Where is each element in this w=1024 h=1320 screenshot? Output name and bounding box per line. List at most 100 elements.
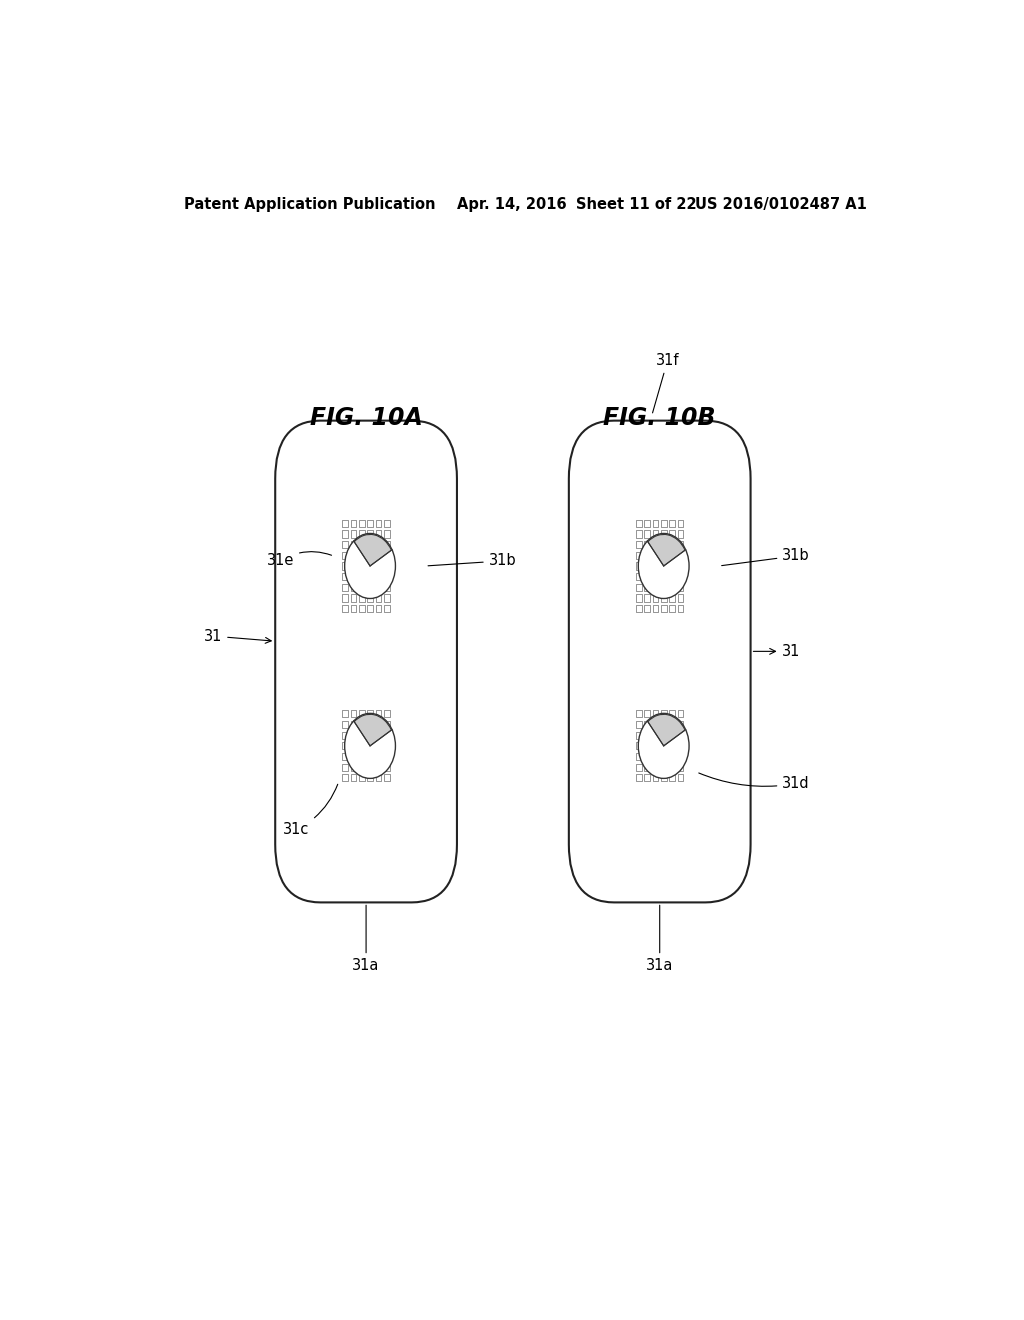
Bar: [376, 752, 381, 760]
Bar: [644, 752, 650, 760]
Bar: [359, 721, 365, 729]
Bar: [368, 752, 373, 760]
Bar: [662, 531, 667, 537]
Bar: [662, 520, 667, 527]
Bar: [644, 541, 650, 548]
Bar: [368, 775, 373, 781]
Bar: [368, 562, 373, 569]
Bar: [644, 605, 650, 612]
Bar: [342, 541, 348, 548]
Bar: [678, 721, 683, 729]
Bar: [670, 552, 675, 558]
Text: Sheet 11 of 22: Sheet 11 of 22: [577, 197, 697, 211]
Text: 31: 31: [204, 628, 271, 644]
Bar: [644, 721, 650, 729]
Bar: [670, 742, 675, 750]
Bar: [351, 710, 356, 718]
Text: 31: 31: [754, 644, 801, 659]
Bar: [342, 562, 348, 569]
Bar: [678, 573, 683, 581]
Bar: [376, 721, 381, 729]
Bar: [652, 764, 658, 771]
Circle shape: [638, 713, 689, 779]
Wedge shape: [648, 535, 685, 566]
Bar: [636, 721, 642, 729]
Text: 31c: 31c: [284, 784, 338, 837]
Bar: [662, 552, 667, 558]
Bar: [351, 541, 356, 548]
Bar: [636, 752, 642, 760]
Wedge shape: [648, 714, 685, 746]
Bar: [678, 742, 683, 750]
Bar: [368, 605, 373, 612]
Bar: [351, 562, 356, 569]
Bar: [644, 531, 650, 537]
Bar: [662, 562, 667, 569]
Bar: [359, 594, 365, 602]
Bar: [368, 594, 373, 602]
Bar: [652, 520, 658, 527]
Bar: [376, 531, 381, 537]
Bar: [670, 541, 675, 548]
Bar: [342, 573, 348, 581]
Bar: [368, 541, 373, 548]
Bar: [359, 520, 365, 527]
Bar: [359, 775, 365, 781]
Bar: [670, 605, 675, 612]
Bar: [644, 573, 650, 581]
Bar: [652, 721, 658, 729]
Bar: [652, 552, 658, 558]
Bar: [351, 731, 356, 739]
Bar: [351, 764, 356, 771]
Bar: [662, 605, 667, 612]
Bar: [670, 752, 675, 760]
Bar: [376, 562, 381, 569]
Bar: [351, 752, 356, 760]
Bar: [342, 731, 348, 739]
Bar: [376, 710, 381, 718]
Bar: [384, 562, 390, 569]
Text: 31a: 31a: [646, 906, 674, 973]
Bar: [376, 520, 381, 527]
Bar: [670, 764, 675, 771]
Bar: [662, 583, 667, 591]
Bar: [678, 552, 683, 558]
Bar: [670, 594, 675, 602]
Bar: [351, 552, 356, 558]
Bar: [636, 605, 642, 612]
Bar: [636, 764, 642, 771]
Bar: [636, 552, 642, 558]
Bar: [662, 742, 667, 750]
Wedge shape: [354, 714, 391, 746]
Bar: [652, 742, 658, 750]
Bar: [636, 583, 642, 591]
Bar: [678, 731, 683, 739]
Bar: [342, 531, 348, 537]
Bar: [376, 583, 381, 591]
Bar: [384, 605, 390, 612]
Bar: [368, 531, 373, 537]
Bar: [636, 775, 642, 781]
Bar: [652, 731, 658, 739]
Bar: [644, 775, 650, 781]
Bar: [678, 583, 683, 591]
Bar: [662, 710, 667, 718]
Bar: [384, 594, 390, 602]
Bar: [384, 742, 390, 750]
Bar: [376, 775, 381, 781]
Text: 31f: 31f: [652, 352, 679, 413]
Circle shape: [345, 533, 395, 598]
Bar: [652, 710, 658, 718]
Bar: [368, 552, 373, 558]
Bar: [636, 562, 642, 569]
Bar: [359, 531, 365, 537]
Bar: [644, 562, 650, 569]
Bar: [359, 752, 365, 760]
Bar: [636, 531, 642, 537]
Bar: [359, 573, 365, 581]
Bar: [384, 731, 390, 739]
Bar: [644, 710, 650, 718]
Bar: [351, 742, 356, 750]
Bar: [351, 605, 356, 612]
Bar: [359, 710, 365, 718]
